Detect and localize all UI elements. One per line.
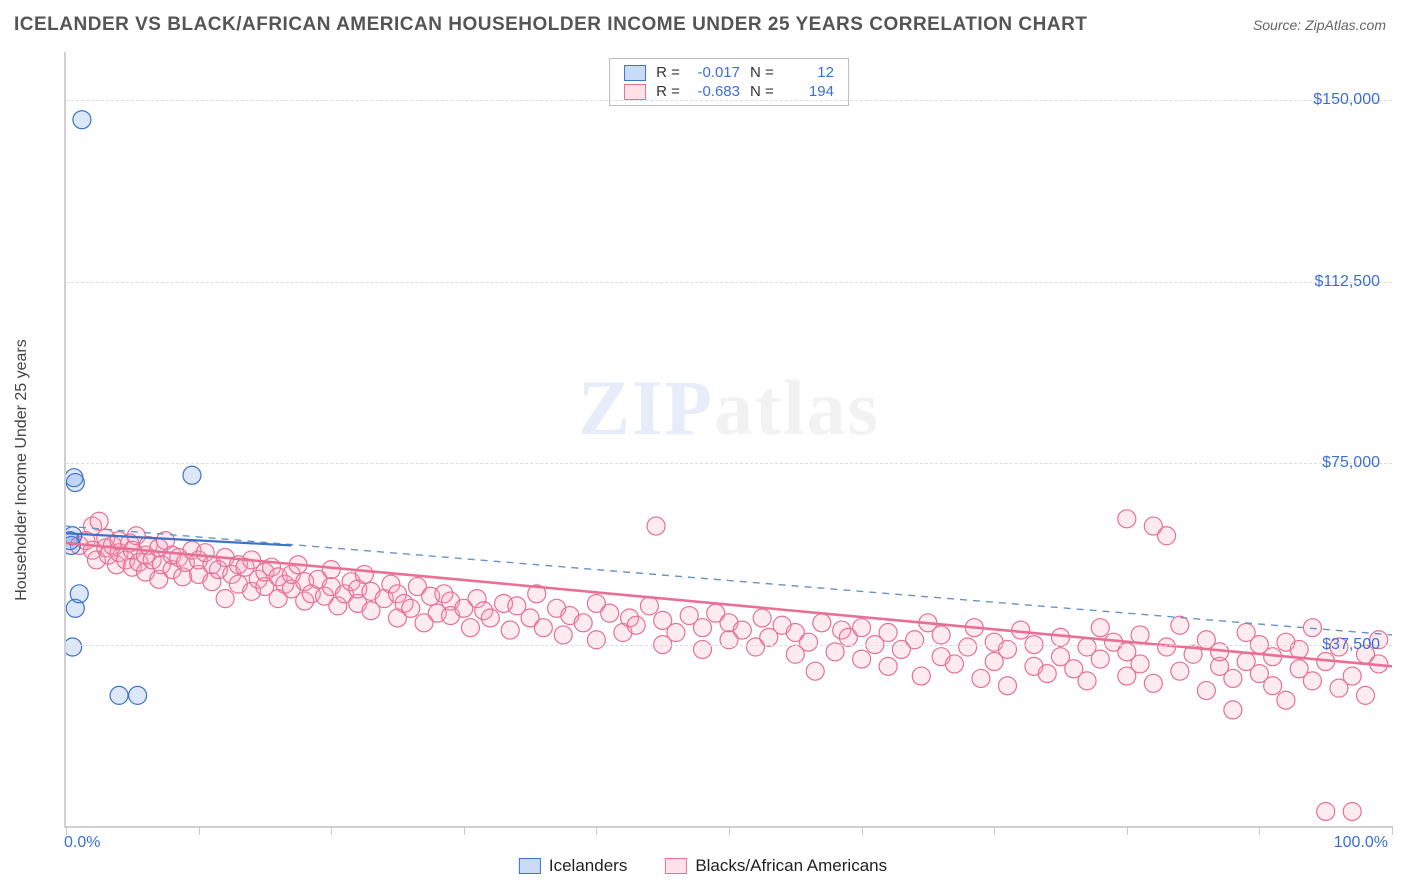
y-tick-label: $112,500 — [1314, 273, 1380, 291]
chart-container: Householder Income Under 25 years ZIPatl… — [14, 46, 1392, 876]
chart-title: ICELANDER VS BLACK/AFRICAN AMERICAN HOUS… — [14, 14, 1087, 36]
swatch-icelanders — [624, 65, 646, 81]
y-axis-label: Householder Income Under 25 years — [13, 339, 31, 600]
swatch-icon — [519, 858, 541, 874]
swatch-blacks — [624, 84, 646, 100]
plot-area: ZIPatlas R = -0.017 N = 12 R = -0.683 N … — [64, 52, 1392, 828]
legend-row-icelanders: R = -0.017 N = 12 — [610, 63, 848, 82]
correlation-legend: R = -0.017 N = 12 R = -0.683 N = 194 — [609, 58, 849, 106]
y-tick-label: $37,500 — [1322, 636, 1380, 654]
swatch-icon — [665, 858, 687, 874]
legend-row-blacks: R = -0.683 N = 194 — [610, 82, 848, 101]
y-tick-label: $150,000 — [1313, 91, 1380, 109]
watermark: ZIPatlas — [578, 363, 880, 453]
y-tick-label: $75,000 — [1322, 454, 1380, 472]
legend-item-blacks: Blacks/African Americans — [665, 856, 887, 876]
series-legend: Icelanders Blacks/African Americans — [519, 856, 887, 876]
source-label: Source: ZipAtlas.com — [1253, 17, 1386, 33]
legend-item-icelanders: Icelanders — [519, 856, 627, 876]
scatter-overlay — [66, 52, 1392, 826]
x-axis-min-label: 0.0% — [64, 834, 100, 852]
x-axis-max-label: 100.0% — [1334, 834, 1388, 852]
